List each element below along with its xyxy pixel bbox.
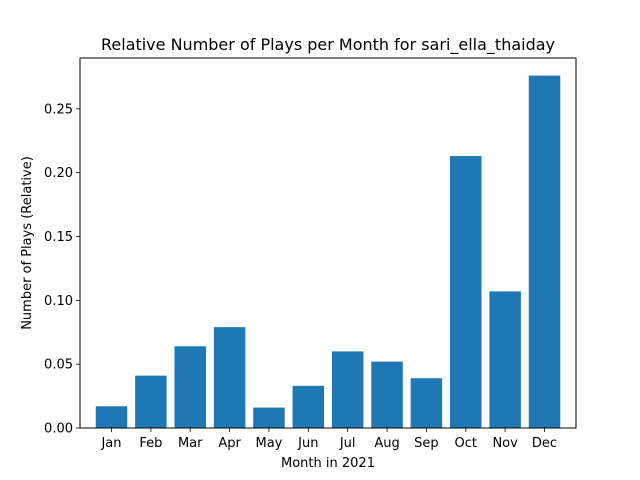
x-tick-label: Mar [178, 436, 203, 451]
x-tick-label: Jul [339, 436, 356, 451]
bar-jul [331, 351, 364, 428]
bar-dec [528, 75, 561, 429]
chart-title: Relative Number of Plays per Month for s… [101, 35, 555, 55]
bar-apr [213, 327, 246, 428]
x-tick-label: Apr [218, 436, 241, 451]
bars-group [95, 75, 561, 429]
x-ticks-group: Jan Feb Mar Apr May Jun Jul Aug Sep Oct Nov Dec [100, 428, 557, 451]
bar-feb [135, 375, 167, 428]
y-tick-label: 0.20 [44, 166, 73, 181]
x-tick-label: Aug [374, 436, 399, 451]
y-axis-label: Number of Plays (Relative) [20, 156, 35, 330]
bar-may [253, 407, 285, 428]
x-tick-label: Jun [297, 436, 318, 451]
plot-frame [79, 57, 577, 429]
bar-aug [371, 361, 403, 428]
x-tick-label: Oct [455, 436, 477, 451]
x-tick-label: Jan [100, 436, 121, 451]
y-tick-label: 0.10 [44, 294, 73, 309]
bar-mar [174, 346, 206, 428]
x-tick-label: Dec [532, 436, 557, 451]
x-tick-label: Feb [139, 436, 162, 451]
y-tick-label: 0.05 [44, 358, 73, 373]
bar-jun [292, 385, 325, 428]
x-axis-label: Month in 2021 [281, 456, 375, 471]
y-tick-label: 0.00 [44, 422, 73, 437]
bar-oct [450, 156, 482, 429]
x-tick-label: May [256, 436, 283, 451]
x-tick-label: Sep [414, 436, 439, 451]
bar-sep [410, 378, 443, 428]
y-tick-label: 0.15 [44, 230, 73, 245]
bar-jan [95, 406, 128, 428]
y-tick-label: 0.25 [44, 102, 73, 117]
y-ticks-group: 0.00 0.05 0.10 0.15 0.20 0.25 [44, 102, 80, 437]
x-tick-label: Nov [492, 436, 518, 451]
bar-nov [489, 291, 521, 428]
